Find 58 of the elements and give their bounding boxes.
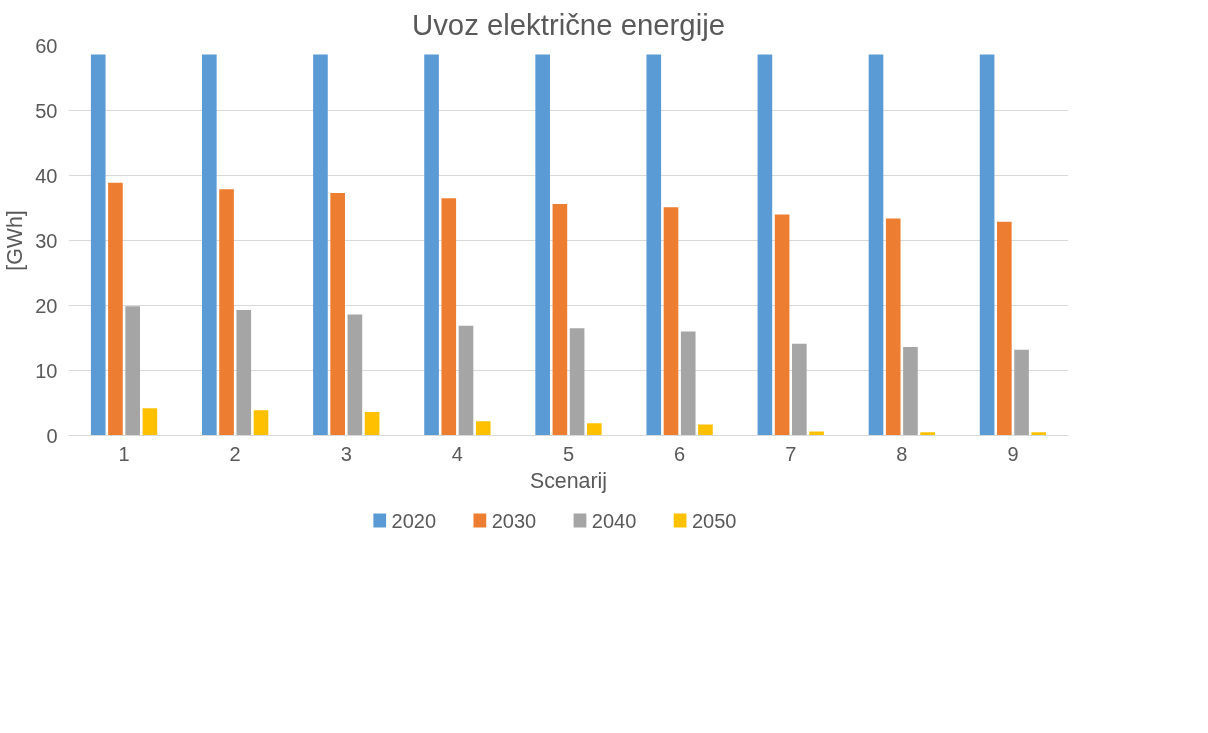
y-tick-label: 50 [35, 99, 58, 122]
bar [792, 343, 807, 436]
bar [1014, 349, 1029, 436]
bar [646, 54, 662, 436]
bar [424, 54, 439, 436]
x-tick-label: 5 [562, 442, 575, 465]
bar [108, 182, 123, 436]
y-tick-label: 20 [35, 294, 58, 317]
bar [774, 214, 790, 436]
bar [219, 189, 234, 436]
chart-title: Uvoz električne energije [412, 7, 726, 41]
bar [552, 204, 568, 436]
legend-label: 2050 [691, 509, 737, 532]
x-tick-label: 4 [451, 442, 463, 465]
legend-label: 2020 [391, 509, 437, 532]
bar [868, 54, 884, 436]
bar [475, 421, 491, 436]
bar [885, 218, 901, 436]
bar [569, 328, 585, 436]
bar [920, 432, 935, 436]
legend-label: 2040 [591, 509, 637, 532]
y-tick-label: 40 [35, 164, 58, 187]
bar [330, 193, 345, 436]
bar [364, 412, 380, 436]
y-axis-title: [GWh] [3, 210, 28, 271]
bar [347, 314, 363, 436]
bar [90, 54, 106, 436]
bar [253, 410, 269, 436]
y-tick-label: 0 [46, 424, 58, 447]
x-tick-label: 8 [896, 442, 908, 465]
bar [535, 54, 550, 436]
bar [997, 221, 1012, 436]
x-tick-label: 2 [229, 442, 241, 465]
bar [680, 331, 696, 436]
bar [313, 54, 328, 436]
y-tick-label: 30 [35, 229, 58, 252]
bar [1031, 432, 1047, 436]
bar [441, 198, 457, 436]
bar [236, 310, 252, 436]
x-tick-label: 6 [674, 442, 686, 465]
x-tick-label: 9 [1007, 442, 1019, 465]
y-tick-label: 60 [35, 34, 58, 57]
bar [125, 306, 140, 436]
bar [458, 325, 474, 436]
x-axis-title: Scenarij [529, 468, 608, 493]
bar [698, 424, 713, 436]
bar [142, 408, 158, 436]
legend-label: 2030 [491, 509, 537, 532]
y-tick-label: 10 [35, 359, 58, 382]
bar [757, 54, 773, 436]
bar [903, 347, 918, 436]
bar [587, 423, 602, 436]
bar [979, 54, 995, 436]
bar [663, 207, 679, 436]
x-tick-label: 1 [118, 442, 130, 465]
x-tick-label: 3 [340, 442, 352, 465]
x-tick-label: 7 [785, 442, 797, 465]
bar [202, 54, 217, 436]
